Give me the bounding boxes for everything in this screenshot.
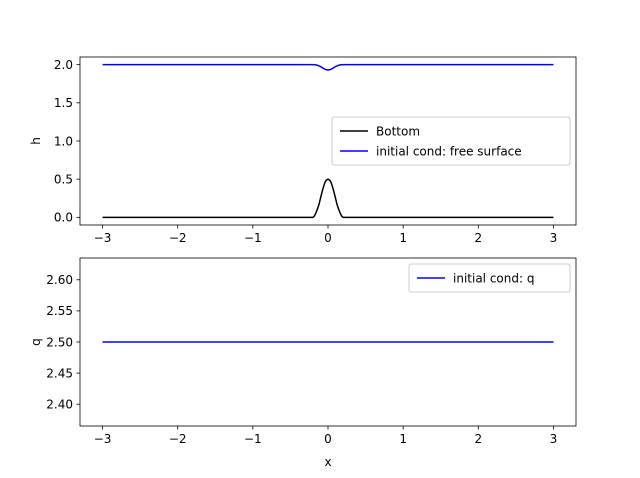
x-tick-label: −3 [94, 231, 112, 245]
series-line-initial-cond-free-surface [102, 63, 554, 71]
series-line-bottom [102, 178, 554, 219]
legend-label: Bottom [376, 124, 420, 138]
y-axis-label: h [29, 137, 43, 145]
x-tick-label: 2 [474, 432, 482, 446]
y-tick-label: 2.55 [46, 304, 73, 318]
y-tick-label: 1.0 [54, 134, 73, 148]
x-tick-label: 3 [550, 432, 558, 446]
y-tick-label: 0.5 [54, 172, 73, 186]
x-tick-label: 2 [474, 231, 482, 245]
y-tick-label: 2.50 [46, 335, 73, 349]
x-tick-label: −2 [169, 231, 187, 245]
legend: Bottom initial cond: free surface [331, 116, 571, 166]
x-tick-label: 0 [324, 231, 332, 245]
y-tick-label: 2.45 [46, 366, 73, 380]
x-tick-label: −2 [169, 432, 187, 446]
legend: initial cond: q [408, 263, 571, 293]
top-axes: −3 −2 −1 0 1 2 3 0.0 0.5 1.0 1.5 2.0 h Bottom initial … [29, 56, 577, 245]
y-tick-label: 2.60 [46, 273, 73, 287]
x-tick-label: −1 [244, 231, 262, 245]
x-tick-label: 3 [550, 231, 558, 245]
y-tick-label: 1.5 [54, 96, 73, 110]
legend-label: initial cond: q [453, 271, 534, 285]
x-tick-label: −3 [94, 432, 112, 446]
plot-area [102, 63, 554, 219]
y-tick-label: 2.40 [46, 398, 73, 412]
x-axis-label: x [324, 455, 331, 469]
legend-label: initial cond: free surface [376, 144, 522, 158]
x-tick-label: −1 [244, 432, 262, 446]
y-tick-label: 2.0 [54, 58, 73, 72]
y-axis-label: q [29, 338, 43, 346]
legend-box [408, 263, 571, 293]
x-tick-label: 0 [324, 432, 332, 446]
x-tick-label: 1 [399, 432, 407, 446]
y-tick-label: 0.0 [54, 211, 73, 225]
legend-box [331, 116, 571, 166]
bottom-axes: −3 −2 −1 0 1 2 3 2.40 2.45 2.50 2.55 2.60 q x initial … [29, 257, 577, 469]
x-tick-label: 1 [399, 231, 407, 245]
